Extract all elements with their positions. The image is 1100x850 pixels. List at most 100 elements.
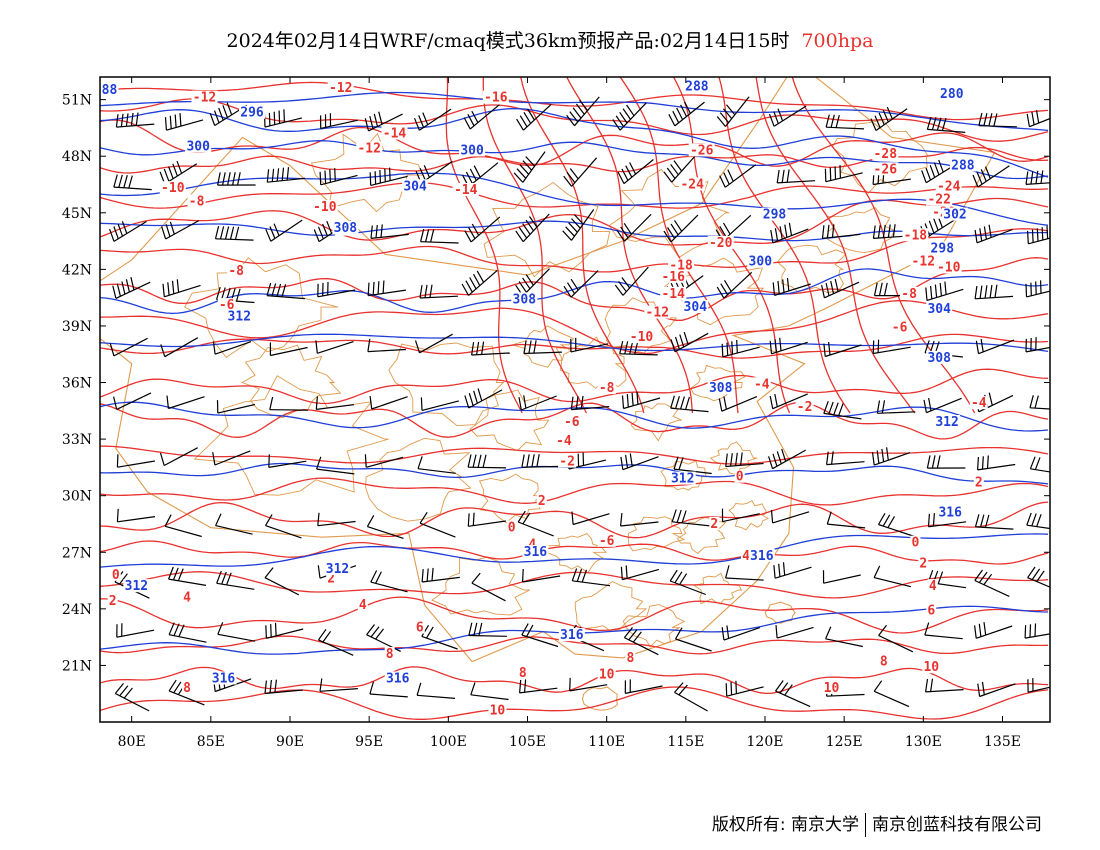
wind-barb	[521, 623, 559, 648]
temperature-label: 2	[710, 517, 718, 532]
wind-barb	[161, 220, 200, 240]
wind-barb	[1027, 225, 1050, 245]
wind-barb	[168, 566, 207, 586]
province-boundary	[728, 499, 770, 531]
height-label: 288	[685, 79, 709, 94]
wind-barb	[725, 565, 764, 581]
height-label: 316	[750, 549, 774, 564]
wind-barb	[212, 450, 251, 466]
wind-barb	[974, 224, 1013, 244]
temp-label-bg	[900, 286, 919, 300]
temp-label-bg	[910, 254, 937, 268]
wind-barb	[617, 159, 654, 185]
temp-label-bg	[969, 396, 988, 410]
wind-barb	[317, 512, 356, 527]
temp-label-bg	[741, 548, 751, 562]
temperature-contour-line	[100, 119, 1049, 167]
chart-title: 2024年02月14日WRF/cmaq模式36km预报产品:02月14日15时 7…	[0, 26, 1100, 53]
temperature-contour-line	[100, 571, 1049, 599]
wind-barb	[116, 508, 156, 523]
wind-barb	[974, 514, 1014, 530]
wind-barb	[974, 284, 1014, 300]
temperature-label: -10	[630, 330, 654, 345]
wind-barb	[925, 281, 964, 301]
wind-barb	[464, 216, 501, 243]
temperature-label: 0	[112, 568, 120, 583]
lon-tick-label: 80E	[118, 734, 146, 750]
wind-barb	[115, 112, 155, 128]
wind-barb	[109, 337, 148, 357]
height-label: 288	[951, 159, 975, 174]
lat-tick-label: 21N	[62, 658, 92, 674]
height-contour-labels: 8829630030430830030831228830030429830831…	[100, 79, 976, 687]
title-pressure-level: 700hpa	[801, 30, 874, 52]
temperature-label: -2	[559, 455, 575, 470]
temperature-label: 8	[519, 666, 527, 681]
lat-tick-label: 42N	[62, 262, 92, 278]
temperature-label: -16	[661, 270, 685, 285]
wind-barb	[116, 454, 155, 468]
wind-barb	[518, 395, 557, 411]
temperature-contour-line	[100, 81, 1049, 121]
copyright-label: 版权所有:	[711, 815, 786, 835]
wind-barb	[109, 220, 147, 242]
temp-label-bg	[752, 377, 771, 391]
temp-label-bg	[356, 141, 383, 155]
height-label: 298	[763, 208, 787, 223]
wind-barb	[114, 683, 150, 712]
temp-label-bg	[311, 200, 338, 213]
temperature-label: 2	[538, 494, 546, 509]
wind-barb	[216, 400, 256, 414]
temperature-label: -22	[927, 193, 950, 208]
wind-barb	[571, 568, 611, 587]
wind-barb	[974, 569, 1010, 597]
temp-label-bg	[644, 305, 671, 319]
temperature-label: -6	[219, 298, 235, 313]
province-boundary	[622, 604, 686, 648]
temperature-label: -12	[193, 91, 216, 106]
wind-barb	[470, 682, 509, 701]
wind-barb	[216, 570, 255, 590]
lat-tick-label: 30N	[62, 489, 92, 505]
title-main: 2024年02月14日WRF/cmaq模式36km预报产品:02月14日15时	[226, 30, 790, 52]
province-boundary	[574, 580, 648, 632]
wind-barb	[1025, 280, 1050, 298]
height-label: 308	[513, 292, 537, 307]
temperature-label: 2	[975, 475, 983, 490]
height-label-bg	[929, 241, 956, 255]
province-boundary	[430, 556, 530, 616]
height-label: 302	[943, 208, 966, 223]
wind-barb	[419, 511, 456, 538]
wind-barb	[663, 214, 699, 243]
province-boundary	[193, 375, 389, 496]
temp-label-bg	[922, 660, 941, 674]
lat-tick-label: 24N	[62, 602, 92, 618]
temp-label-bg	[660, 286, 687, 300]
wind-barb	[563, 270, 599, 298]
temperature-contour-labels: -12-12-16-14-12-10-8-10-1410-8-6-26-24-2…	[107, 79, 988, 719]
temperature-label: 0	[508, 521, 516, 536]
island-boundary	[581, 686, 619, 711]
temp-label-bg	[482, 90, 509, 104]
wind-barb	[562, 209, 595, 241]
height-label-bg	[402, 179, 429, 193]
temperature-label: -16	[484, 91, 508, 106]
wind-barb	[721, 339, 760, 358]
height-label-bg	[747, 254, 774, 268]
wind-barb	[977, 455, 1016, 471]
height-label: 312	[228, 309, 251, 324]
wind-barb	[263, 109, 303, 128]
height-label-bg	[683, 79, 710, 93]
wind-barb	[825, 114, 865, 130]
temperature-label: -12	[329, 81, 352, 96]
wind-barb	[621, 391, 661, 410]
wind-barb	[570, 337, 609, 353]
temperature-label: -24	[680, 177, 704, 192]
wind-barb	[721, 508, 760, 523]
wind-barb	[413, 108, 452, 131]
temperature-label: -6	[564, 415, 580, 430]
temperature-contour-line	[100, 635, 1049, 655]
temp-label-bg	[688, 143, 715, 157]
temp-label-bg	[536, 494, 547, 508]
wind-barb	[421, 624, 458, 650]
